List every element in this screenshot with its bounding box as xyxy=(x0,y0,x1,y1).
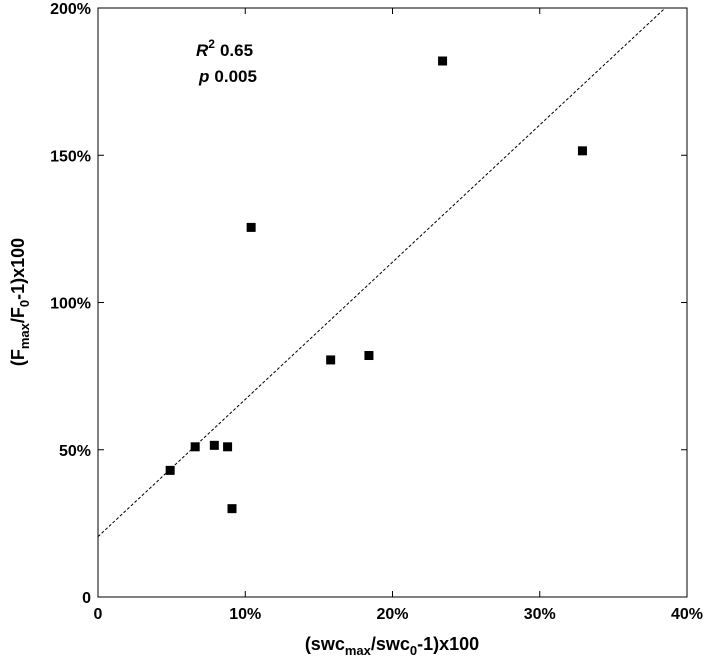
x-axis-title: (swcmax/swc0-1)x100 xyxy=(305,634,479,658)
x-tick-label: 30% xyxy=(524,606,556,623)
x-tick-label: 20% xyxy=(376,606,408,623)
annotation-r2: R2 0.65 xyxy=(196,37,253,60)
y-tick-label: 150% xyxy=(50,148,91,165)
data-point xyxy=(190,442,200,452)
data-point xyxy=(209,440,219,450)
annotation-p: p 0.005 xyxy=(198,67,257,86)
data-point xyxy=(223,442,233,452)
x-tick-label: 10% xyxy=(229,606,261,623)
y-tick-label: 200% xyxy=(50,1,91,18)
y-tick-label: 50% xyxy=(59,443,91,460)
y-axis-title: (Fmax/F0-1)x100 xyxy=(8,238,32,366)
plot-area xyxy=(97,7,688,598)
data-point xyxy=(246,222,256,232)
x-tick-label: 0 xyxy=(94,606,103,623)
x-tick-label: 40% xyxy=(671,606,703,623)
data-point xyxy=(364,351,374,361)
regression-line xyxy=(97,7,666,537)
data-point xyxy=(165,465,175,475)
y-tick-label: 100% xyxy=(50,296,91,313)
data-point xyxy=(577,146,587,156)
data-point xyxy=(326,355,336,365)
data-point xyxy=(438,56,448,66)
data-point xyxy=(227,504,237,514)
y-tick-label: 0 xyxy=(82,590,91,607)
